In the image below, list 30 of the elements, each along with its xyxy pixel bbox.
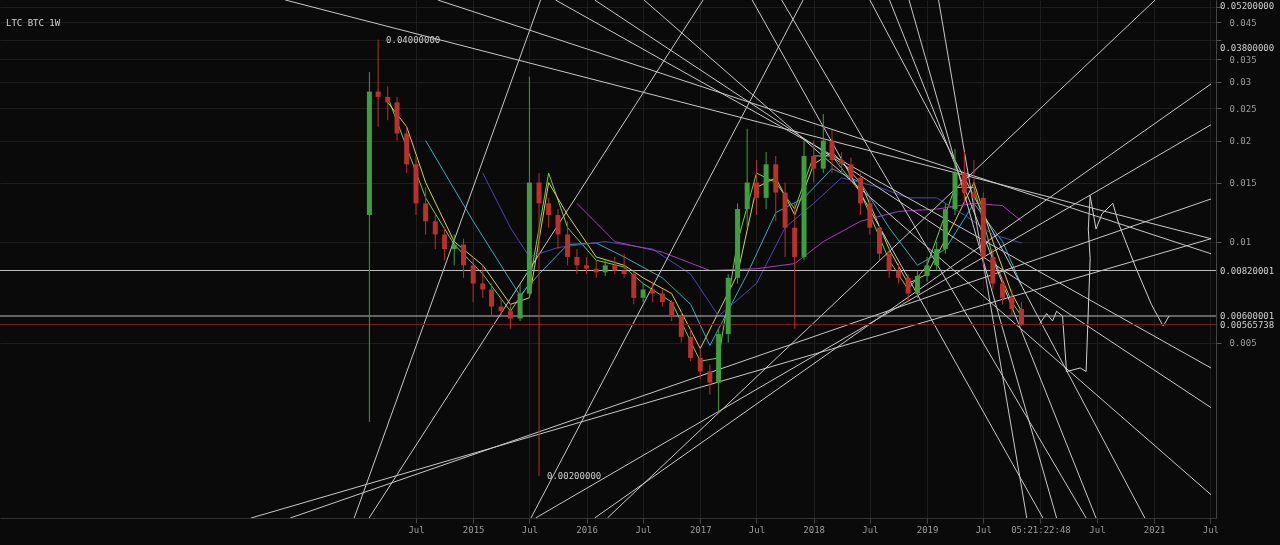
x-tick-label: 2017 — [689, 524, 712, 535]
y-tick-label: 0.01 — [1229, 237, 1252, 248]
ref-line-label: 0.00600001 — [1220, 311, 1275, 322]
y-tick-label: 0.025 — [1229, 103, 1257, 114]
x-tick-label: 2019 — [916, 524, 939, 535]
y-tick-label: 0.035 — [1229, 54, 1257, 65]
ref-line-label: 0.00820001 — [1220, 265, 1275, 276]
x-tick-label: Jul — [408, 524, 425, 535]
x-tick-label: 2015 — [462, 524, 485, 535]
x-tick-label: 2016 — [576, 524, 598, 535]
x-tick-label: Jul — [862, 524, 879, 535]
annotation: 0.04000000 — [386, 34, 441, 45]
ref-line-label: 0.00565738 — [1220, 319, 1275, 330]
y-tick-label: 0.02 — [1229, 136, 1252, 147]
text: LTC BTC 1W — [6, 18, 61, 28]
y-tick-label: 0.005 — [1229, 338, 1257, 349]
text: 0.05200000 — [1220, 1, 1275, 11]
x-tick-label: 2021 — [1143, 524, 1166, 535]
x-tick-label: 2018 — [803, 524, 825, 535]
x-tick-label: 05:21:22:48 — [1011, 524, 1071, 535]
x-tick-label: Jul — [1202, 524, 1220, 535]
x-tick-label: Jul — [748, 524, 766, 535]
x-tick-label: Jul — [521, 524, 539, 535]
y-tick-label: 0.03 — [1229, 77, 1252, 88]
x-tick-label: Jul — [975, 524, 992, 535]
y-tick-label: 0.045 — [1229, 17, 1257, 28]
x-tick-label: Jul — [635, 524, 652, 535]
y-tick-label: 0.015 — [1229, 178, 1257, 189]
x-tick-label: Jul — [1089, 524, 1106, 535]
text: 0.03800000 — [1220, 43, 1275, 53]
